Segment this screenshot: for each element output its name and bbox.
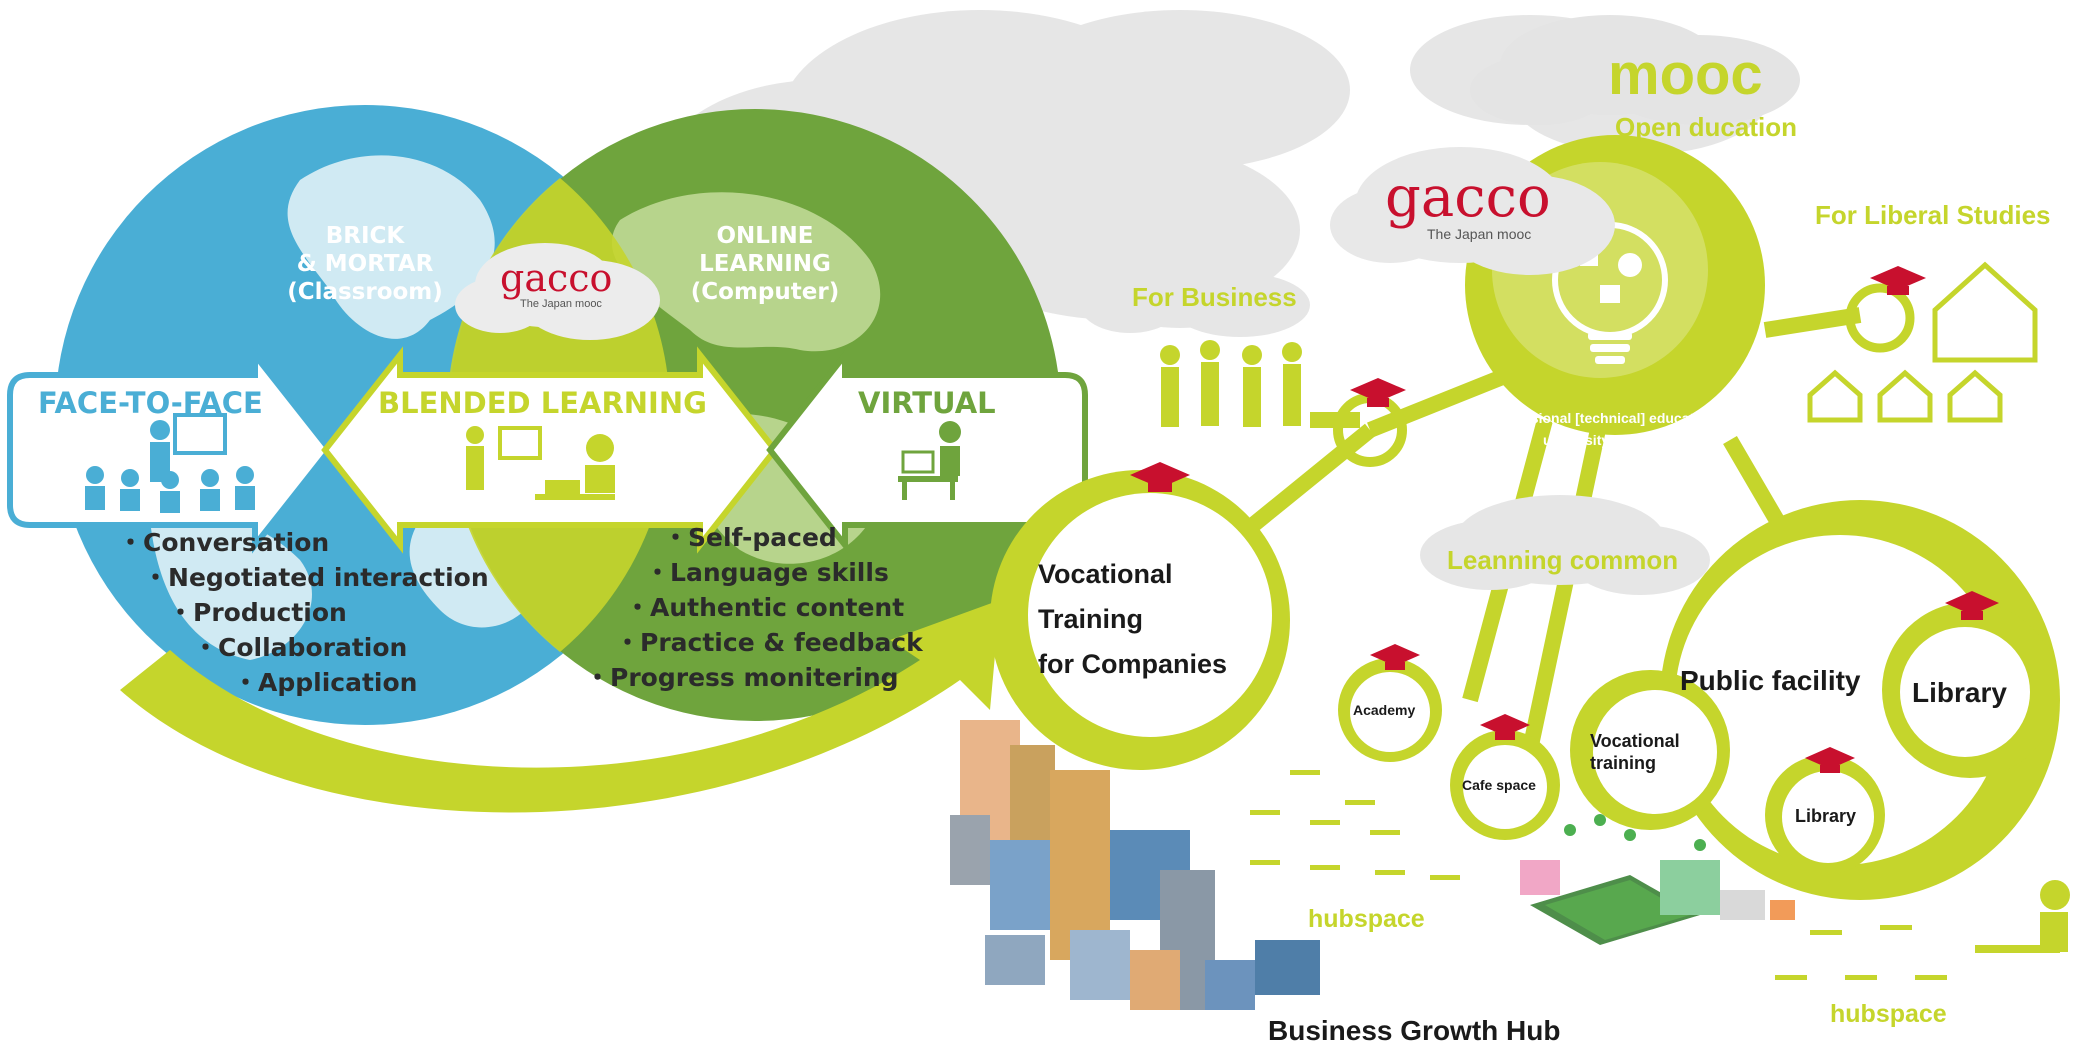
development-arrow <box>120 600 1000 813</box>
brick-title-line-3: (Classroom) <box>287 279 443 305</box>
face-bullet: ・Collaboration <box>193 633 408 662</box>
vocational-training-node <box>1570 670 1730 830</box>
hubspace-label-left: hubspace <box>1308 905 1425 933</box>
mooc-title: mooc <box>1608 42 1763 107</box>
blended-people-icon <box>466 426 615 500</box>
professional-education-label: professional [technical] education <box>1488 410 1716 426</box>
vocational-companies-label: Vocational Training for Companies <box>1038 552 1227 687</box>
library-large-node <box>1882 602 2058 778</box>
virtual-label: VIRTUAL <box>858 386 996 420</box>
large-gacco-name: gacco <box>1385 165 1551 230</box>
vocational-companies-node <box>990 470 1290 770</box>
small-gacco-logo: gacco The Japan mooc <box>500 258 612 310</box>
library-large-label: Library <box>1912 677 2007 708</box>
vocational-companies-line-2: Training <box>1038 604 1144 634</box>
small-gacco-tagline: The Japan mooc <box>520 298 602 310</box>
hubspace-label-right: hubspace <box>1830 1000 1947 1028</box>
for-business-label: For Business <box>1132 282 1297 312</box>
liberal-studies-ring <box>1845 283 1915 353</box>
brick-title-line-1: BRICK <box>325 223 405 249</box>
academy-label: Academy <box>1353 702 1416 718</box>
large-gacco-cloud <box>1330 147 1615 275</box>
academy-node <box>1338 658 1442 762</box>
town-illustration <box>1520 814 1795 945</box>
face-bullet: ・Conversation <box>118 528 330 557</box>
vocational-companies-line-1: Vocational <box>1038 559 1173 589</box>
large-gacco-logo: gacco The Japan mooc <box>1385 170 1551 243</box>
library-small-node <box>1765 755 1885 875</box>
face-bullet: ・Application <box>233 668 418 697</box>
leanning-common-label: Leanning common <box>1447 545 1679 575</box>
house-icons <box>1807 261 2038 423</box>
business-growth-hub-label: Business Growth Hub <box>1268 1015 1561 1046</box>
cafe-space-label: Cafe space <box>1462 777 1536 793</box>
hubspace-desks-left <box>1250 770 1460 880</box>
virtual-desk-icon <box>898 421 961 500</box>
virtual-bullet: ・Progress monitering <box>585 663 899 692</box>
small-gacco-cloud <box>455 243 660 340</box>
virtual-bullets: ・Self-paced ・Language skills ・Authentic … <box>585 520 923 695</box>
university-education-label: university education <box>1543 432 1680 448</box>
hubspace-desks-right <box>1775 880 2070 980</box>
large-gacco-tagline: The Japan mooc <box>1427 226 1532 242</box>
blended-learning-banner <box>321 346 779 554</box>
brick-title-line-2: & MORTAR <box>296 251 434 277</box>
face-to-face-bullets: ・Conversation ・Negotiated interaction ・P… <box>118 525 489 700</box>
public-facility-label: Public facility <box>1680 665 1861 696</box>
online-learning-title: ONLINE LEARNING (Computer) <box>665 222 865 306</box>
for-liberal-studies-label: For Liberal Studies <box>1815 200 2051 230</box>
virtual-bullet: ・Practice & feedback <box>615 628 923 657</box>
business-cloud <box>1080 252 1310 337</box>
small-gacco-name: gacco <box>500 256 613 300</box>
online-title-line-3: (Computer) <box>690 279 840 305</box>
online-title-line-2: LEARNING <box>699 251 831 277</box>
vocational-training-label: Vocational training <box>1590 730 1680 774</box>
face-bullet: ・Negotiated interaction <box>143 563 489 592</box>
cafe-node <box>1450 730 1560 840</box>
business-people-icon <box>1160 340 1302 427</box>
face-to-face-label: FACE-TO-FACE <box>38 386 263 420</box>
open-education-label: Open ducation <box>1615 112 1797 142</box>
brick-mortar-title: BRICK & MORTAR (Classroom) <box>265 222 465 306</box>
virtual-bullet: ・Language skills <box>645 558 889 587</box>
vocational-companies-line-3: for Companies <box>1038 649 1228 679</box>
classroom-people-icon <box>85 413 255 513</box>
virtual-bullet: ・Authentic content <box>625 593 905 622</box>
graduation-cap-icon <box>1130 266 1999 773</box>
vocational-training-line-1: Vocational <box>1590 731 1680 751</box>
virtual-bullet: ・Self-paced <box>663 523 837 552</box>
leanning-common-cloud <box>1420 495 1710 595</box>
vocational-training-line-2: training <box>1590 753 1656 773</box>
mooc-cloud <box>1470 15 1800 125</box>
online-title-line-1: ONLINE <box>716 223 814 249</box>
blended-learning-label: BLENDED LEARNING <box>378 386 707 420</box>
face-bullet: ・Production <box>168 598 347 627</box>
city-buildings <box>950 720 1320 1010</box>
library-small-label: Library <box>1795 806 1857 826</box>
